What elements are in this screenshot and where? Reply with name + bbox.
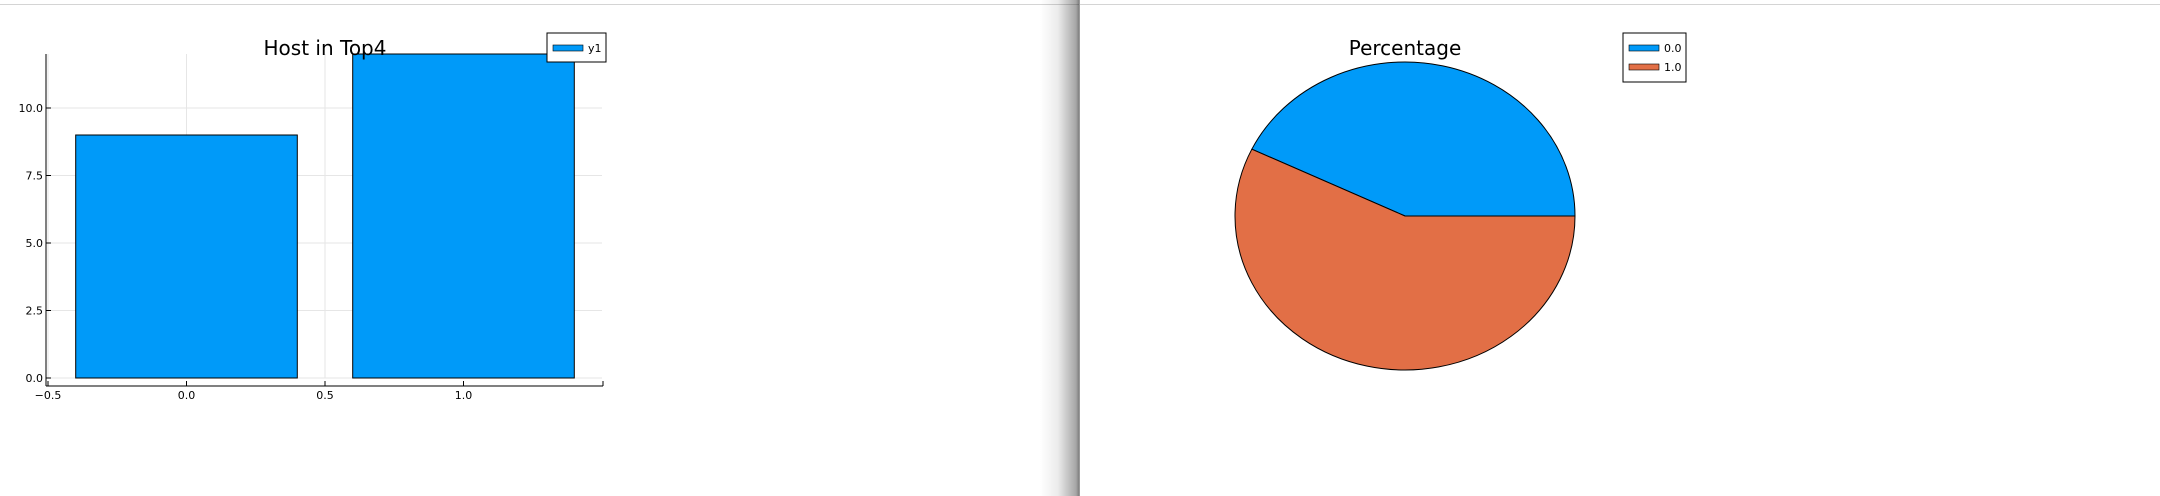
bar-y-tick-label-2: 5.0 [26, 237, 44, 250]
window-divider[interactable] [1079, 0, 1080, 496]
pie-legend-label-1: 1.0 [1664, 61, 1682, 74]
bar-y-tick-label-1: 2.5 [26, 305, 44, 318]
bar-x-ticks: −0.5 0.0 0.5 1.0 [35, 381, 473, 402]
pie-slice-0 [1251, 61, 1576, 217]
bar-x-tick-label-3: 1.0 [455, 389, 473, 402]
window-top-border [0, 4, 2160, 5]
window-divider-shadow [1040, 0, 1080, 496]
bar-marks [75, 53, 575, 379]
bar-0-1 [352, 53, 575, 379]
bar-x-tick-label-1: 0.0 [178, 389, 196, 402]
bar-x-tick-label-0: −0.5 [35, 389, 62, 402]
bar-y-tick-label-0: 0.0 [26, 372, 44, 385]
bar-legend-label: y1 [588, 42, 602, 55]
bar-y-tick-label-4: 10.0 [19, 102, 44, 115]
pie-slice-1 [1234, 148, 1576, 371]
bar-legend-swatch [552, 44, 584, 52]
bar-0-0 [75, 134, 298, 379]
bar-chart: −0.5 0.0 0.5 1.0 0.0 2.5 5.0 7.5 10.0 Host in T… [19, 32, 607, 402]
pie-legend-swatch-1 [1628, 63, 1660, 71]
bar-chart-title: Host in Top4 [264, 36, 387, 60]
pie-legend: 0.0 1.0 [1622, 32, 1687, 83]
bar-y-ticks: 0.0 2.5 5.0 7.5 10.0 [19, 102, 51, 385]
pie-legend-box [1622, 32, 1687, 83]
bar-legend: y1 [546, 32, 607, 63]
pie-chart: Percentage 0.0 1.0 [1234, 32, 1687, 371]
pie-legend-label-0: 0.0 [1664, 42, 1682, 55]
bar-x-tick-label-2: 0.5 [316, 389, 334, 402]
pie-chart-title: Percentage [1349, 36, 1462, 60]
pie-slices [1234, 61, 1576, 371]
bar-y-tick-label-3: 7.5 [26, 170, 44, 183]
pie-legend-swatch-0 [1628, 44, 1660, 52]
